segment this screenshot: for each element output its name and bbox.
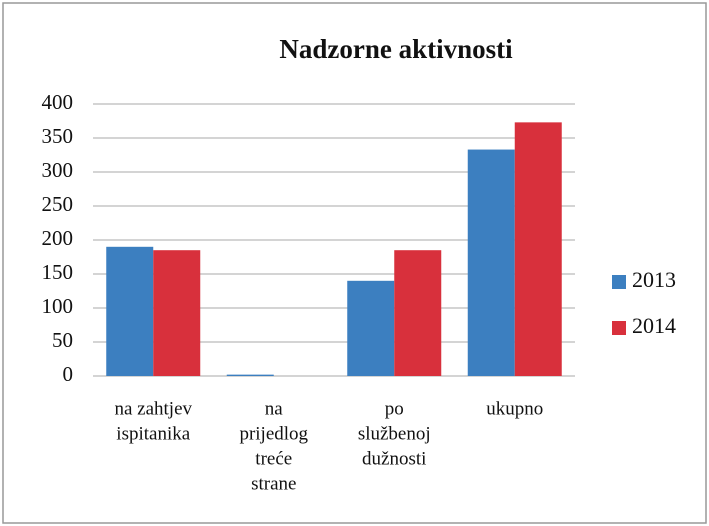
y-tick-label: 350 (42, 124, 74, 148)
x-tick-label: ukupno (486, 398, 543, 419)
y-tick-label: 250 (42, 192, 74, 216)
x-tick-label: strane (251, 473, 296, 494)
bar (467, 149, 515, 376)
legend-label: 2013 (632, 267, 676, 292)
y-tick-label: 400 (42, 90, 74, 114)
x-tick-label: treće (255, 448, 292, 469)
y-tick-label: 0 (63, 362, 74, 386)
legend-swatch (612, 321, 626, 335)
legend-swatch (612, 275, 626, 289)
y-tick-label: 150 (42, 260, 74, 284)
bar (153, 250, 201, 376)
bar (514, 122, 562, 376)
y-tick-label: 200 (42, 226, 74, 250)
legend-label: 2014 (632, 313, 676, 338)
x-tick-label: službenoj (358, 423, 431, 444)
y-tick-label: 300 (42, 158, 74, 182)
x-tick-label: po (385, 398, 404, 419)
y-tick-label: 100 (42, 294, 74, 318)
y-tick-label: 50 (52, 328, 73, 352)
x-tick-label: na (265, 398, 284, 419)
bar (106, 246, 154, 376)
bar (226, 374, 274, 376)
x-tick-label: dužnosti (362, 448, 426, 469)
bar (394, 250, 442, 376)
chart-title: Nadzorne aktivnosti (279, 34, 513, 64)
x-tick-label: prijedlog (239, 423, 308, 444)
x-tick-label: ispitanika (116, 423, 190, 444)
x-tick-label: na zahtjev (114, 398, 192, 419)
bar (347, 280, 395, 376)
